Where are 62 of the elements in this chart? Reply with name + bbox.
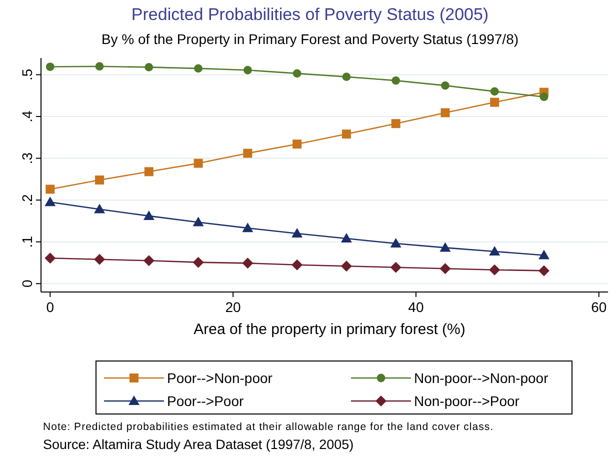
point	[538, 250, 550, 260]
point	[144, 62, 154, 72]
chart-subtitle: By % of the Property in Primary Forest and Poverty Status (1997/8)	[101, 31, 519, 47]
point	[489, 264, 500, 276]
point	[391, 119, 400, 128]
point	[392, 76, 400, 85]
point	[243, 66, 252, 74]
point	[390, 262, 402, 273]
point	[489, 246, 500, 256]
point	[143, 210, 154, 220]
y-tick-label: 0	[19, 280, 35, 288]
point	[95, 62, 104, 71]
text: Note: Predicted probabilities estimated at their allowable range for the land cover class.	[43, 421, 493, 433]
y-tick-label: .1	[19, 236, 35, 248]
point	[94, 254, 106, 265]
point	[440, 108, 450, 118]
point	[292, 140, 302, 149]
y-tick-label: .2	[19, 194, 35, 206]
x-tick-label: 0	[46, 299, 54, 315]
legend-label: Non-poor-->Non-poor	[414, 370, 549, 386]
point	[143, 255, 154, 266]
point	[292, 259, 303, 270]
point	[538, 265, 550, 276]
legend-label: Poor-->Poor	[167, 393, 244, 409]
point	[44, 252, 56, 264]
point	[292, 69, 302, 78]
legend-label: Non-poor-->Poor	[414, 393, 520, 409]
point	[94, 204, 106, 214]
point	[192, 216, 204, 226]
point	[440, 263, 451, 274]
point	[242, 258, 254, 269]
point	[144, 167, 154, 176]
point	[390, 238, 402, 248]
source-note: Source: Altamira Study Area Dataset (1997/8, 2005)	[43, 437, 354, 452]
point	[340, 260, 352, 272]
point	[46, 62, 54, 71]
point	[292, 228, 303, 238]
y-tick-label: .4	[19, 110, 35, 122]
point	[192, 256, 204, 268]
x-axis-title: Area of the property in primary forest (%)	[194, 321, 466, 338]
point	[44, 196, 56, 206]
chart-title: Predicted Probabilities of Poverty Status (2005)	[131, 5, 489, 24]
x-tick-label: 40	[408, 299, 424, 315]
point	[440, 242, 451, 252]
point	[342, 72, 351, 82]
y-tick-label: .3	[19, 152, 35, 164]
point	[46, 184, 55, 194]
x-tick-label: 60	[591, 299, 607, 315]
point	[540, 92, 548, 102]
point	[194, 64, 202, 73]
point	[490, 98, 500, 107]
point	[243, 148, 252, 158]
y-tick-label: .5	[19, 68, 35, 81]
point	[340, 233, 352, 243]
point	[95, 176, 104, 185]
point	[342, 130, 351, 139]
point	[441, 81, 450, 90]
x-tick-label: 20	[225, 299, 242, 315]
point	[194, 158, 203, 168]
point	[242, 222, 254, 232]
legend-label: Poor-->Non-poor	[167, 370, 273, 386]
point	[490, 87, 499, 96]
